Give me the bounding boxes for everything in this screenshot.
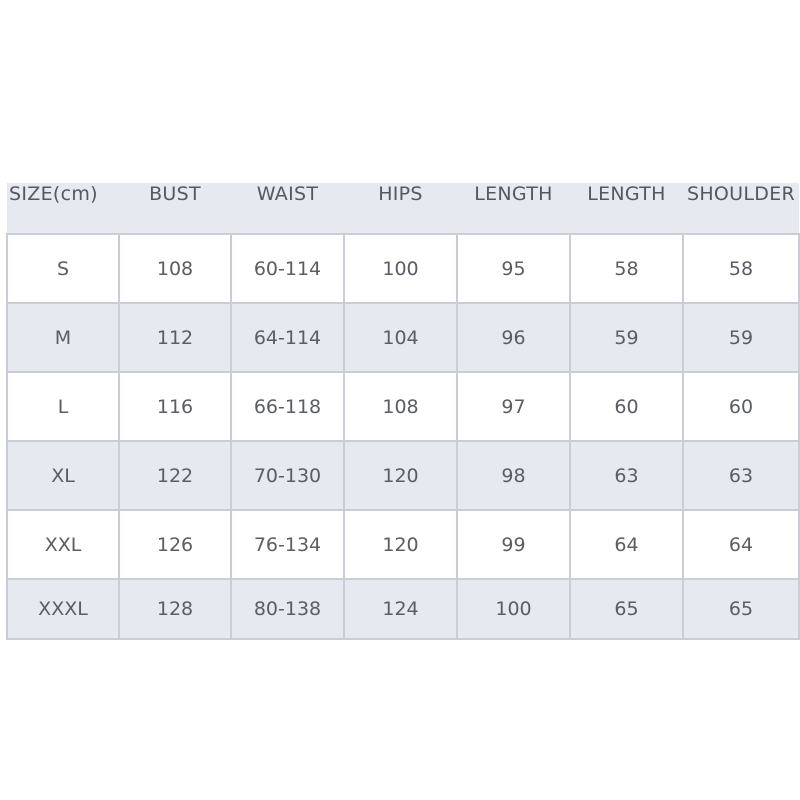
table-cell: 66-118: [230, 371, 345, 442]
table-cell: 76-134: [230, 509, 345, 580]
column-header-shoulder: SHOULDER: [683, 183, 799, 235]
table-cell: 108: [118, 233, 232, 304]
table-cell: 59: [569, 302, 684, 373]
table-cell: 60: [682, 371, 800, 442]
table-cell: 100: [343, 233, 458, 304]
table-cell: M: [6, 302, 120, 373]
size-chart-table: SIZE(cm) BUST WAIST HIPS LENGTH LENGTH SHOULDE…: [6, 183, 800, 640]
table-row: L 116 66-118 108 97 60 60: [6, 371, 800, 442]
column-header-sizecm: SIZE(cm): [7, 183, 119, 235]
table-cell: 65: [682, 578, 800, 640]
table-cell: 112: [118, 302, 232, 373]
table-cell: 65: [569, 578, 684, 640]
table-cell: 64: [569, 509, 684, 580]
column-header-waist: WAIST: [231, 183, 344, 235]
table-cell: 128: [118, 578, 232, 640]
table-row: S 108 60-114 100 95 58 58: [6, 233, 800, 304]
column-header-length: LENGTH: [457, 183, 570, 235]
table-cell: 122: [118, 440, 232, 511]
table-cell: 126: [118, 509, 232, 580]
table-cell: 120: [343, 440, 458, 511]
table-cell: 124: [343, 578, 458, 640]
table-cell: 120: [343, 509, 458, 580]
table-cell: 59: [682, 302, 800, 373]
table-cell: XXXL: [6, 578, 120, 640]
table-cell: L: [6, 371, 120, 442]
table-cell: 63: [682, 440, 800, 511]
table-cell: 63: [569, 440, 684, 511]
table-cell: 98: [456, 440, 571, 511]
header-row: SIZE(cm) BUST WAIST HIPS LENGTH LENGTH SHOULDE…: [7, 183, 799, 235]
table-row: M 112 64-114 104 96 59 59: [6, 302, 800, 373]
table-cell: 100: [456, 578, 571, 640]
table-row: XXL 126 76-134 120 99 64 64: [6, 509, 800, 580]
table-cell: 99: [456, 509, 571, 580]
table-cell: 116: [118, 371, 232, 442]
table-cell: XL: [6, 440, 120, 511]
table-cell: S: [6, 233, 120, 304]
table-cell: 60: [569, 371, 684, 442]
table-cell: 64: [682, 509, 800, 580]
table-row: XL 122 70-130 120 98 63 63: [6, 440, 800, 511]
table-cell: 95: [456, 233, 571, 304]
table-cell: 97: [456, 371, 571, 442]
column-header-bust: BUST: [119, 183, 231, 235]
table-row: XXXL 128 80-138 124 100 65 65: [6, 578, 800, 640]
table-cell: 58: [682, 233, 800, 304]
table-cell: 58: [569, 233, 684, 304]
table-cell: 80-138: [230, 578, 345, 640]
table-cell: 60-114: [230, 233, 345, 304]
table-cell: 70-130: [230, 440, 345, 511]
column-header-length: LENGTH: [570, 183, 683, 235]
column-header-hips: HIPS: [344, 183, 457, 235]
table-cell: XXL: [6, 509, 120, 580]
table-cell: 96: [456, 302, 571, 373]
table-cell: 108: [343, 371, 458, 442]
table-cell: 104: [343, 302, 458, 373]
table-cell: 64-114: [230, 302, 345, 373]
